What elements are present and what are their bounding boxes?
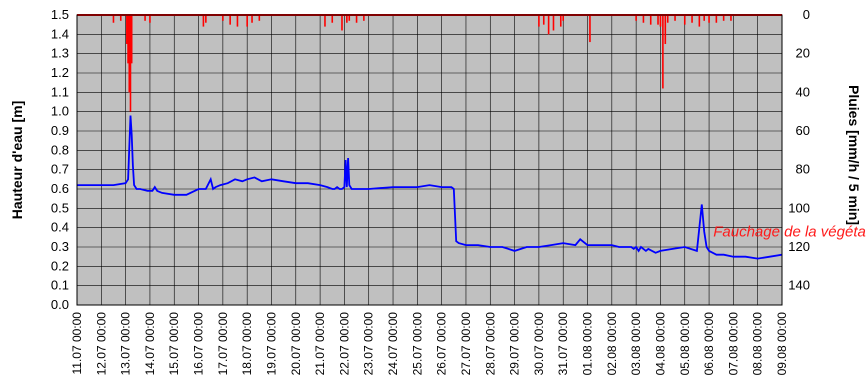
y-tick-label: 0.5 xyxy=(51,200,69,215)
y-tick-label: 0.6 xyxy=(51,181,69,196)
y-tick-label: 1.1 xyxy=(51,84,69,99)
x-tick-label: 30.07 00:00 xyxy=(532,312,546,376)
x-tick-label: 25.07 00:00 xyxy=(410,312,424,376)
x-tick-label: 11.07 00:00 xyxy=(70,312,84,375)
x-tick-label: 17.07 00:00 xyxy=(216,312,230,376)
x-tick-label: 21.07 00:00 xyxy=(313,312,327,376)
x-tick-label: 12.07 00:00 xyxy=(94,312,108,376)
x-tick-label: 24.07 00:00 xyxy=(386,312,400,376)
y-axis-label: Hauteur d'eau [m] xyxy=(9,101,25,219)
y-tick-label: 0.0 xyxy=(51,297,69,312)
y-tick-label: 1.3 xyxy=(51,46,69,61)
plot-background xyxy=(77,15,782,305)
x-tick-label: 19.07 00:00 xyxy=(264,312,278,376)
x-tick-label: 20.07 00:00 xyxy=(289,312,303,376)
x-tick-label: 13.07 00:00 xyxy=(119,312,133,376)
x-tick-label: 23.07 00:00 xyxy=(362,312,376,376)
x-tick-label: 28.07 00:00 xyxy=(483,312,497,376)
y2-axis-label: Pluies [mm/h / 5 min] xyxy=(846,85,862,225)
x-tick-label: 26.07 00:00 xyxy=(435,312,449,376)
y-tick-label: 0.1 xyxy=(51,278,69,293)
x-tick-label: 09.08 00:00 xyxy=(775,312,789,376)
x-tick-label: 18.07 00:00 xyxy=(240,312,254,376)
x-tick-label: 22.07 00:00 xyxy=(337,312,351,376)
x-tick-label: 31.07 00:00 xyxy=(556,312,570,376)
x-tick-label: 01.08 00:00 xyxy=(581,312,595,376)
y2-tick-label: 120 xyxy=(788,239,810,254)
x-tick-label: 04.08 00:00 xyxy=(653,312,667,376)
x-tick-label: 29.07 00:00 xyxy=(508,312,522,376)
x-tick-label: 07.08 00:00 xyxy=(726,312,740,376)
y2-tick-label: 20 xyxy=(796,46,810,61)
y-tick-label: 1.2 xyxy=(51,65,69,80)
x-tick-label: 05.08 00:00 xyxy=(678,312,692,376)
x-tick-label: 02.08 00:00 xyxy=(605,312,619,376)
y-tick-label: 0.4 xyxy=(51,220,69,235)
annotation-text: Fauchage de la végétation xyxy=(713,224,866,241)
x-tick-label: 14.07 00:00 xyxy=(143,312,157,376)
y2-tick-label: 140 xyxy=(788,278,810,293)
x-tick-label: 16.07 00:00 xyxy=(192,312,206,376)
y2-tick-label: 100 xyxy=(788,200,810,215)
plot-border xyxy=(76,14,783,306)
water-level-line xyxy=(77,115,783,260)
y-tick-label: 0.9 xyxy=(51,123,69,138)
y2-tick-label: 40 xyxy=(796,84,810,99)
x-tick-label: 06.08 00:00 xyxy=(702,312,716,376)
y2-tick-label: 0 xyxy=(803,7,810,22)
y2-tick-label: 80 xyxy=(796,162,810,177)
y-tick-label: 1.4 xyxy=(51,26,69,41)
y-tick-label: 0.7 xyxy=(51,162,69,177)
y2-tick-label: 60 xyxy=(796,123,810,138)
y-tick-label: 0.8 xyxy=(51,142,69,157)
x-tick-label: 08.08 00:00 xyxy=(751,312,765,376)
y-tick-label: 1.5 xyxy=(51,7,69,22)
y-tick-label: 0.2 xyxy=(51,258,69,273)
y-tick-label: 1.0 xyxy=(51,104,69,119)
x-tick-label: 27.07 00:00 xyxy=(459,312,473,376)
x-tick-label: 03.08 00:00 xyxy=(629,312,643,376)
y-tick-label: 0.3 xyxy=(51,239,69,254)
x-tick-label: 15.07 00:00 xyxy=(167,312,181,376)
